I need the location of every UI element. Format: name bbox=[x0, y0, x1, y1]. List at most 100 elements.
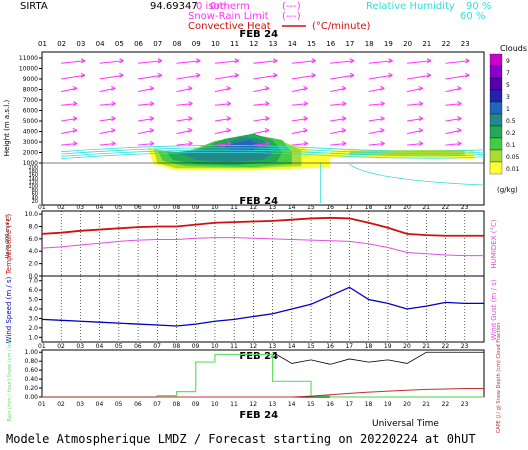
y-tick-label: 9000 bbox=[23, 76, 38, 83]
x-tick-label-bottom: 13 bbox=[269, 401, 277, 408]
wind-arrow bbox=[214, 142, 231, 146]
wind-arrow bbox=[291, 129, 308, 135]
wind-arrow bbox=[214, 103, 231, 106]
x-tick-label: 12 bbox=[249, 40, 258, 48]
y-tick-label: 7000 bbox=[23, 97, 38, 104]
wind-arrow-head bbox=[111, 116, 116, 121]
colorbar-label: 0.01 bbox=[506, 166, 520, 173]
y-tick-label: 2.0 bbox=[28, 325, 38, 332]
rh-contour bbox=[61, 147, 485, 155]
x-tick-label: 06 bbox=[134, 343, 142, 350]
wind-arrow bbox=[330, 118, 347, 122]
x-tick-label: 14 bbox=[288, 40, 297, 48]
y-tick-label: 8000 bbox=[23, 87, 38, 94]
wind-arrow bbox=[407, 87, 423, 93]
wind-arrow-head bbox=[457, 116, 462, 121]
station-altitude: 0m bbox=[210, 1, 226, 12]
wind-arrow-head bbox=[149, 127, 154, 133]
wind-arrow bbox=[214, 118, 231, 122]
colorbar-label: 5 bbox=[506, 82, 510, 89]
wind-arrow bbox=[291, 142, 308, 146]
x-tick-label: 21 bbox=[422, 343, 430, 350]
x-tick-label-bottom: 19 bbox=[384, 401, 392, 408]
wind-arrow bbox=[253, 142, 270, 146]
colorbar-label: 0.2 bbox=[506, 130, 516, 137]
wind-arrow bbox=[99, 129, 116, 135]
wind-arrow-head bbox=[119, 58, 124, 64]
x-tick-label: 04 bbox=[96, 40, 105, 48]
x-tick-label: 21 bbox=[422, 40, 431, 48]
x-tick-label-bottom: 07 bbox=[153, 401, 161, 408]
wind-arrow-head bbox=[188, 141, 193, 146]
y-axis-label-right: Wind Gust (m / s) bbox=[490, 279, 498, 340]
y-axis-label-right: HUMIDEX (°C) bbox=[490, 219, 498, 268]
colorbar-swatch bbox=[489, 137, 503, 151]
wind-arrow bbox=[61, 129, 77, 135]
wind-arrow-head bbox=[149, 101, 155, 107]
wind-arrow-head bbox=[388, 72, 393, 78]
x-tick-label-bottom: 16 bbox=[326, 401, 334, 408]
colorbar-swatch bbox=[489, 101, 503, 115]
wind-arrow-head bbox=[418, 116, 424, 121]
legend-isotherm: 0 isotherm bbox=[196, 1, 250, 12]
x-tick-label: 17 bbox=[345, 40, 354, 48]
x-tick-label: 08 bbox=[173, 204, 181, 211]
rh-contour bbox=[61, 149, 485, 157]
x-tick-label-bottom: 03 bbox=[76, 401, 84, 408]
x-tick-label: 05 bbox=[115, 40, 124, 48]
y-axis-label: Height (m a.s.l.) bbox=[3, 100, 11, 157]
wind-arrow-head bbox=[380, 116, 385, 121]
x-tick-label: 18 bbox=[365, 204, 373, 211]
clouds-title: Clouds bbox=[500, 44, 527, 53]
wind-arrow bbox=[61, 60, 86, 64]
wind-arrow bbox=[445, 142, 462, 146]
wind-arrow bbox=[138, 118, 154, 122]
wind-arrow-head bbox=[226, 116, 231, 121]
wind-arrow-head bbox=[226, 141, 232, 146]
wind-arrow bbox=[368, 87, 385, 93]
rh-contour bbox=[320, 163, 485, 203]
wind-arrow-head bbox=[303, 141, 308, 146]
wind-arrow bbox=[61, 142, 78, 146]
x-tick-label: 19 bbox=[384, 40, 393, 48]
wind-arrow-head bbox=[465, 58, 470, 64]
y-tick-label: 40 bbox=[32, 195, 38, 201]
wind-arrow-head bbox=[456, 85, 462, 91]
wind-arrow-head bbox=[426, 72, 432, 78]
x-tick-label: 16 bbox=[326, 204, 334, 211]
legend-convective: Convective Heat bbox=[188, 21, 271, 32]
x-tick-label: 03 bbox=[76, 40, 85, 48]
wind-arrow bbox=[368, 103, 385, 106]
wind-arrow bbox=[445, 118, 462, 122]
x-tick-label: 23 bbox=[461, 204, 469, 211]
colorbar-swatch bbox=[489, 113, 503, 127]
x-tick-label: 08 bbox=[173, 40, 182, 48]
wind-arrow bbox=[445, 103, 462, 106]
wind-arrow bbox=[137, 129, 154, 135]
x-tick-label-bottom: 15 bbox=[307, 401, 315, 408]
wind-arrow-head bbox=[72, 141, 78, 146]
wind-arrow bbox=[99, 74, 124, 80]
y-tick-label: 2000 bbox=[23, 150, 38, 157]
legend-convective-unit: (°C/minute) bbox=[312, 21, 371, 32]
wind-arrow bbox=[138, 103, 155, 106]
y-tick-label: 180 bbox=[28, 169, 38, 175]
y-tick-label: 1.0 bbox=[28, 334, 38, 341]
wind-arrow-head bbox=[111, 101, 116, 107]
wind-arrow-head bbox=[265, 141, 270, 146]
colorbar-swatch bbox=[489, 89, 503, 103]
panel-frame bbox=[41, 275, 485, 343]
wind-arrow bbox=[407, 142, 424, 146]
wind-arrow-head bbox=[72, 127, 78, 133]
x-tick-label: 09 bbox=[192, 40, 201, 48]
y-tick-label: 0.0 bbox=[28, 273, 38, 280]
date-label: FEB 24 bbox=[239, 29, 278, 40]
wind-arrow bbox=[407, 60, 432, 64]
x-tick-label: 18 bbox=[365, 343, 373, 350]
y-tick-label: 5.0 bbox=[28, 297, 38, 304]
wind-arrow-head bbox=[380, 101, 385, 107]
wind-arrow bbox=[61, 87, 77, 93]
wind-arrow bbox=[99, 87, 116, 93]
x-tick-label-bottom: 06 bbox=[134, 401, 142, 408]
wind-arrow bbox=[99, 118, 116, 122]
